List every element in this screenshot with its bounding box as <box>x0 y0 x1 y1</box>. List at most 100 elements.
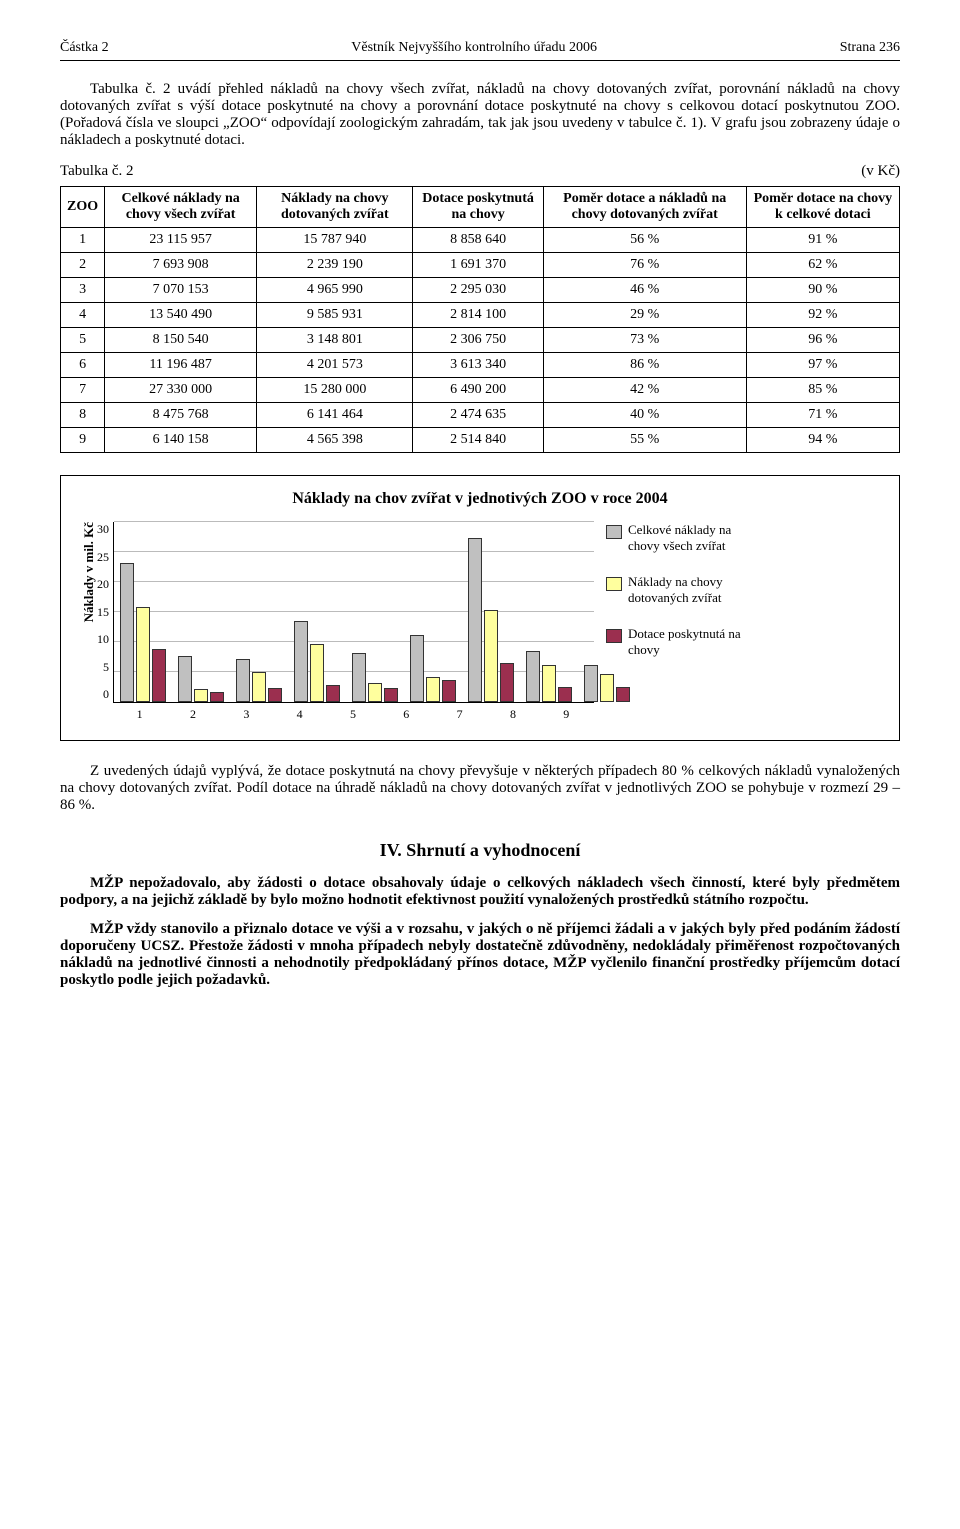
bar-group <box>172 656 230 702</box>
intro-paragraph: Tabulka č. 2 uvádí přehled nákladů na ch… <box>60 81 900 149</box>
table-cell: 71 % <box>746 403 899 428</box>
table-cell: 15 787 940 <box>257 228 413 253</box>
costs-table: ZOOCelkové náklady na chovy všech zvířat… <box>60 186 900 453</box>
chart-container: Náklady na chov zvířat v jednotivých ZOO… <box>60 475 900 741</box>
table-row: 37 070 1534 965 9902 295 03046 %90 % <box>61 278 900 303</box>
page-header: Částka 2 Věstník Nejvyššího kontrolního … <box>60 40 900 61</box>
table-cell: 3 <box>61 278 105 303</box>
legend-swatch <box>606 577 622 591</box>
y-ticks: 302520151050 <box>97 522 113 702</box>
table-caption-left: Tabulka č. 2 <box>60 163 134 180</box>
x-tick: 5 <box>326 703 379 722</box>
gridline <box>114 641 594 642</box>
chart-title: Náklady na chov zvířat v jednotivých ZOO… <box>77 490 883 508</box>
bar-group <box>114 563 172 702</box>
gridline <box>114 521 594 522</box>
table-cell: 62 % <box>746 253 899 278</box>
table-header-cell: Poměr dotace na chovy k celkové dotaci <box>746 187 899 228</box>
bar <box>526 651 540 702</box>
legend-label: Dotace poskytnutá na chovy <box>628 626 766 658</box>
x-tick: 3 <box>220 703 273 722</box>
bar <box>616 687 630 702</box>
gridline <box>114 581 594 582</box>
x-tick: 1 <box>113 703 166 722</box>
table-cell: 91 % <box>746 228 899 253</box>
table-cell: 92 % <box>746 303 899 328</box>
legend-item: Celkové náklady na chovy všech zvířat <box>606 522 766 554</box>
bar <box>136 607 150 702</box>
table-cell: 97 % <box>746 353 899 378</box>
table-cell: 4 565 398 <box>257 428 413 453</box>
bar <box>236 659 250 702</box>
bar <box>268 688 282 702</box>
table-row: 27 693 9082 239 1901 691 37076 %62 % <box>61 253 900 278</box>
bar <box>310 644 324 702</box>
header-left: Částka 2 <box>60 40 109 56</box>
bar <box>542 665 556 702</box>
bar <box>352 653 366 702</box>
table-header-cell: Poměr dotace a nákladů na chovy dotovaný… <box>543 187 746 228</box>
body-para-2: MŽP nepožadovalo, aby žádosti o dotace o… <box>60 875 900 909</box>
table-cell: 23 115 957 <box>105 228 257 253</box>
table-header-cell: ZOO <box>61 187 105 228</box>
table-row: 123 115 95715 787 9408 858 64056 %91 % <box>61 228 900 253</box>
bar-group <box>230 659 288 702</box>
table-cell: 8 858 640 <box>413 228 543 253</box>
gridline <box>114 551 594 552</box>
bar <box>384 688 398 702</box>
gridline <box>114 611 594 612</box>
table-cell: 96 % <box>746 328 899 353</box>
table-cell: 6 140 158 <box>105 428 257 453</box>
table-row: 727 330 00015 280 0006 490 20042 %85 % <box>61 378 900 403</box>
bar-group <box>462 538 520 702</box>
header-center: Věstník Nejvyššího kontrolního úřadu 200… <box>351 40 597 56</box>
table-cell: 1 691 370 <box>413 253 543 278</box>
x-tick: 9 <box>540 703 593 722</box>
x-tick: 2 <box>166 703 219 722</box>
table-cell: 1 <box>61 228 105 253</box>
table-cell: 11 196 487 <box>105 353 257 378</box>
x-tick: 4 <box>273 703 326 722</box>
table-caption: Tabulka č. 2 (v Kč) <box>60 163 900 180</box>
bar-group <box>288 621 346 702</box>
table-cell: 8 <box>61 403 105 428</box>
table-row: 96 140 1584 565 3982 514 84055 %94 % <box>61 428 900 453</box>
table-row: 611 196 4874 201 5733 613 34086 %97 % <box>61 353 900 378</box>
table-cell: 56 % <box>543 228 746 253</box>
x-tick: 8 <box>486 703 539 722</box>
table-cell: 7 693 908 <box>105 253 257 278</box>
table-cell: 42 % <box>543 378 746 403</box>
x-labels: 123456789 <box>113 703 593 722</box>
body-para-1: Z uvedených údajů vyplývá, že dotace pos… <box>60 763 900 814</box>
table-cell: 7 <box>61 378 105 403</box>
table-cell: 6 141 464 <box>257 403 413 428</box>
table-cell: 2 514 840 <box>413 428 543 453</box>
table-cell: 2 814 100 <box>413 303 543 328</box>
bar <box>558 687 572 702</box>
bar <box>484 610 498 702</box>
legend-label: Celkové náklady na chovy všech zvířat <box>628 522 766 554</box>
y-tick: 5 <box>103 660 109 675</box>
table-cell: 4 <box>61 303 105 328</box>
section-title: IV. Shrnutí a vyhodnocení <box>60 840 900 861</box>
table-row: 413 540 4909 585 9312 814 10029 %92 % <box>61 303 900 328</box>
table-cell: 2 <box>61 253 105 278</box>
table-caption-right: (v Kč) <box>861 163 900 180</box>
bar-group <box>404 635 462 702</box>
table-cell: 4 201 573 <box>257 353 413 378</box>
bar <box>178 656 192 702</box>
y-tick: 10 <box>97 632 109 647</box>
bar <box>584 665 598 702</box>
chart-legend: Celkové náklady na chovy všech zvířatNák… <box>594 522 766 658</box>
table-cell: 5 <box>61 328 105 353</box>
table-header-cell: Celkové náklady na chovy všech zvířat <box>105 187 257 228</box>
table-cell: 2 239 190 <box>257 253 413 278</box>
table-cell: 73 % <box>543 328 746 353</box>
y-tick: 0 <box>103 687 109 702</box>
legend-swatch <box>606 629 622 643</box>
bar <box>368 683 382 702</box>
table-cell: 15 280 000 <box>257 378 413 403</box>
header-right: Strana 236 <box>840 40 900 56</box>
y-tick: 25 <box>97 550 109 565</box>
bar <box>152 649 166 702</box>
